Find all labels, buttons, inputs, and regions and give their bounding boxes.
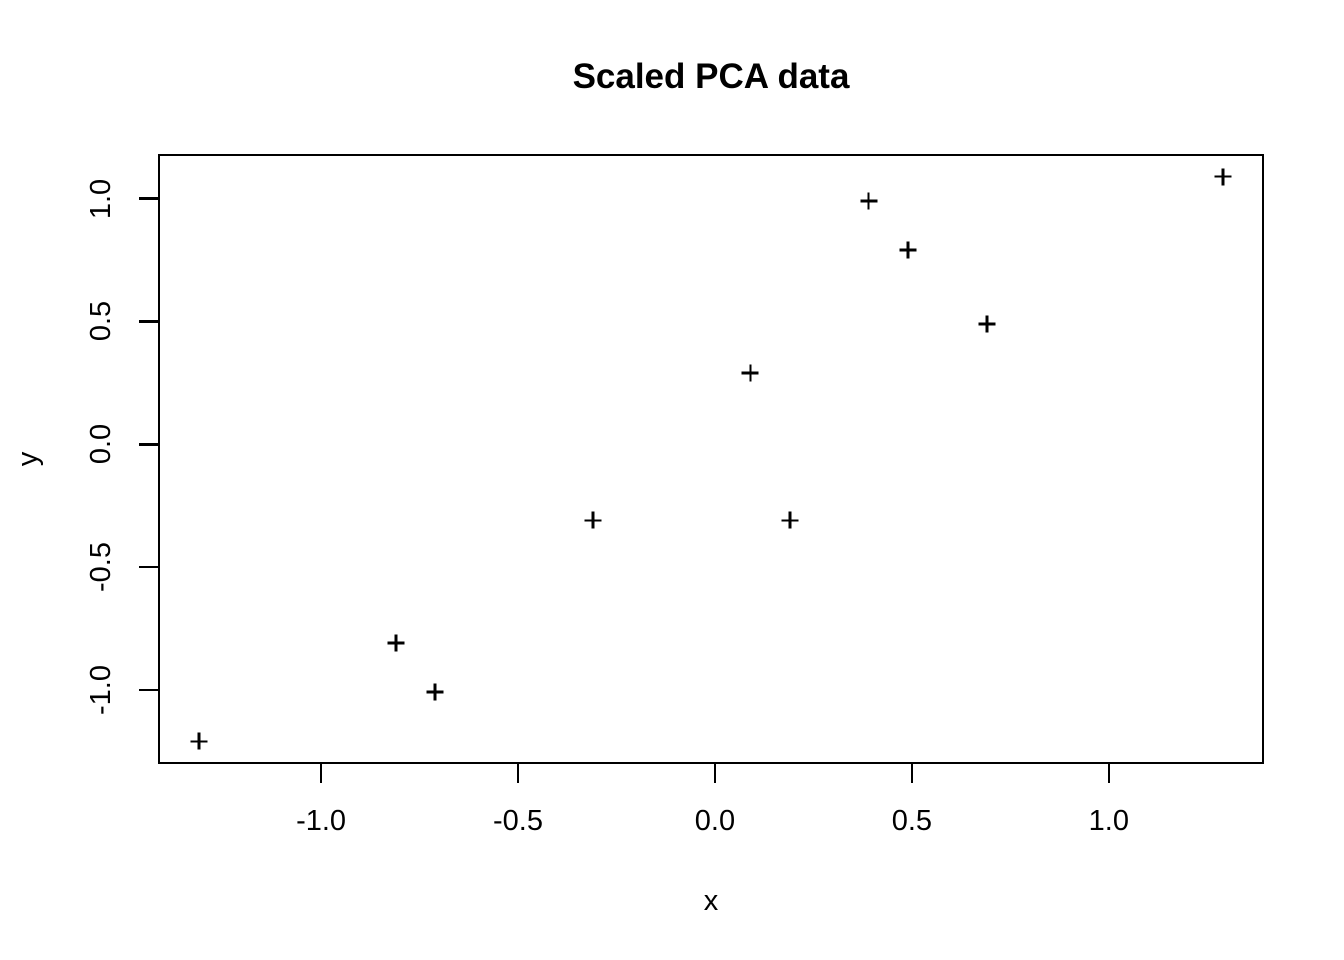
x-axis-label: x xyxy=(703,885,719,917)
y-axis-tick-label: 1.0 xyxy=(85,178,117,219)
x-axis-tick-label: -0.5 xyxy=(493,805,543,837)
x-axis-tick xyxy=(516,764,520,783)
x-axis-tick-label: 0.5 xyxy=(891,805,933,837)
data-point xyxy=(899,241,917,259)
x-axis-tick xyxy=(713,764,717,783)
y-axis-tick xyxy=(139,197,158,200)
y-axis-tick xyxy=(139,320,158,323)
plot-area xyxy=(158,154,1264,764)
x-axis-tick-label: 0.0 xyxy=(694,805,736,837)
data-point xyxy=(387,634,405,652)
x-axis-tick xyxy=(319,764,323,783)
y-axis-label: y xyxy=(12,451,44,467)
y-axis-tick-label: -1.0 xyxy=(85,664,117,715)
data-point xyxy=(1214,168,1232,186)
x-axis-tick xyxy=(1107,764,1111,783)
data-point xyxy=(741,364,759,382)
y-axis-tick xyxy=(139,443,158,446)
y-axis-tick-label: -0.5 xyxy=(85,542,117,593)
x-axis-tick-label: -1.0 xyxy=(296,805,347,837)
data-point xyxy=(190,732,208,750)
data-point xyxy=(426,683,444,701)
data-point xyxy=(781,511,799,529)
data-point xyxy=(860,192,878,210)
data-point xyxy=(584,511,602,529)
x-axis-tick xyxy=(910,764,914,783)
plot-title: Scaled PCA data xyxy=(572,57,850,96)
x-axis-tick-label: 1.0 xyxy=(1088,805,1129,837)
data-point xyxy=(978,315,996,333)
y-axis-tick xyxy=(139,688,158,692)
y-axis-tick xyxy=(139,565,158,569)
y-axis-tick-label: 0.5 xyxy=(85,301,117,342)
y-axis-tick-label: 0.0 xyxy=(85,424,117,465)
